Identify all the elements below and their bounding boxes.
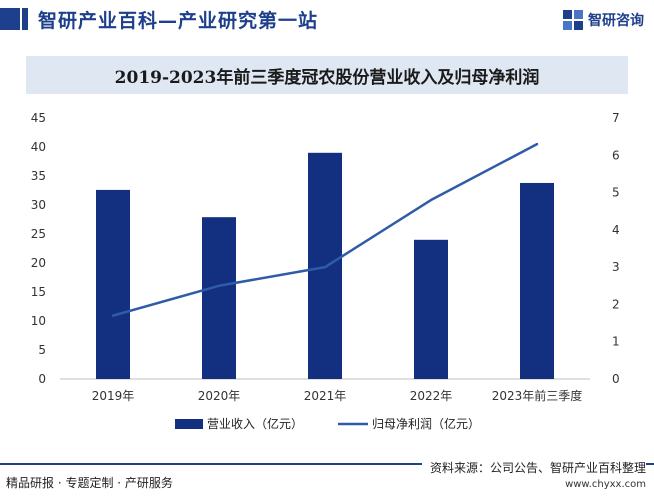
left-axis-tick-label: 40	[31, 140, 46, 154]
brand-logo-text: 智研咨询	[588, 13, 644, 29]
legend-bar-label: 营业收入（亿元）	[207, 416, 303, 431]
x-axis-category-label: 2022年	[410, 389, 453, 403]
revenue-bar	[414, 239, 448, 379]
left-axis-tick-label: 45	[31, 111, 46, 125]
right-axis-tick-label: 6	[612, 148, 620, 162]
net-profit-point	[217, 284, 221, 287]
source-note: 资料来源：公司公告、智研产业百科整理	[421, 459, 646, 476]
chart-title: 2019-2023年前三季度冠农股份营业收入及归母净利润	[114, 67, 540, 88]
right-axis-tick-label: 1	[612, 335, 620, 349]
left-axis-tick-label: 15	[31, 285, 46, 299]
x-axis-category-label: 2020年	[198, 389, 241, 403]
x-axis-category-label: 2023年前三季度	[492, 388, 583, 403]
left-axis-tick-label: 0	[38, 372, 46, 386]
website-url: www.chyxx.com	[565, 479, 646, 490]
left-axis-tick-label: 30	[31, 198, 46, 212]
footer-divider	[0, 463, 654, 465]
header-accent-block	[0, 8, 20, 30]
net-profit-point	[429, 198, 433, 202]
revenue-bar	[520, 182, 554, 379]
left-axis-tick-label: 35	[31, 169, 46, 183]
net-profit-point	[535, 142, 539, 146]
net-profit-point	[111, 314, 115, 317]
revenue-bar	[202, 217, 236, 379]
right-axis-tick-label: 7	[612, 111, 620, 125]
right-axis-tick-label: 0	[612, 372, 620, 386]
brand-logo: 智研咨询	[562, 9, 644, 31]
right-axis-tick-label: 5	[612, 186, 620, 200]
header-banner: 智研产业百科—产业研究第一站 智研咨询	[0, 0, 654, 40]
net-profit-point	[323, 265, 327, 269]
header-accent-stripe	[22, 8, 28, 30]
revenue-bar	[96, 189, 130, 379]
left-axis-tick-label: 25	[31, 227, 46, 241]
right-axis-tick-label: 4	[612, 223, 620, 237]
service-tags: 精品研报 · 专题定制 · 产研服务	[6, 476, 173, 490]
brand-logo-icon	[563, 10, 583, 30]
right-axis-tick-label: 3	[612, 260, 620, 274]
left-axis-tick-label: 5	[38, 343, 46, 357]
chart-title-band: 2019-2023年前三季度冠农股份营业收入及归母净利润	[26, 56, 628, 94]
right-axis-tick-label: 2	[612, 297, 620, 311]
x-axis-category-label: 2021年	[304, 389, 347, 403]
header-title: 智研产业百科—产业研究第一站	[38, 10, 319, 32]
x-axis-category-label: 2019年	[92, 389, 135, 403]
left-axis-tick-label: 20	[31, 256, 46, 270]
left-axis-tick-label: 10	[31, 314, 46, 328]
legend-bar-swatch	[175, 419, 203, 429]
legend-line-label: 归母净利润（亿元）	[372, 416, 480, 431]
